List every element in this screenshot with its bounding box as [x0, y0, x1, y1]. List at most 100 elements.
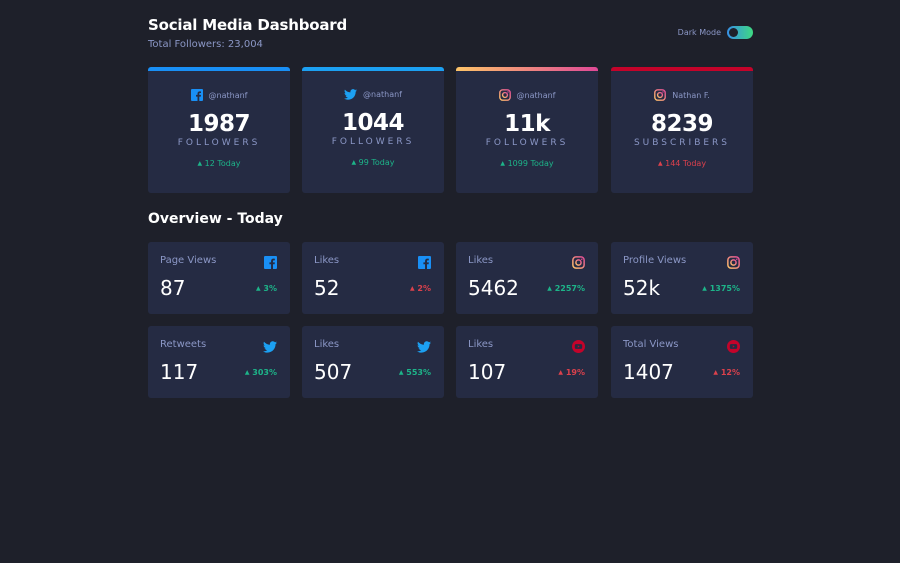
card-accent-bar [611, 67, 753, 71]
today-change: ▲ 144 Today [611, 159, 753, 168]
overview-card-page-views[interactable]: Page Views 87 ▲ 3% [148, 242, 290, 314]
change-text: 12% [720, 368, 740, 377]
overview-card-total-views[interactable]: Total Views 1407 ▲ 12% [611, 326, 753, 398]
count-unit: FOLLOWERS [177, 138, 261, 148]
follower-count: 1987 [187, 111, 251, 137]
card-accent-bar [456, 67, 598, 71]
facebook-icon [418, 254, 431, 273]
card-accent-bar [148, 67, 290, 71]
overview-value: 107 [468, 360, 507, 384]
twitter-icon [263, 338, 277, 357]
card-handle: @nathanf [302, 89, 444, 100]
count-unit: SUBSCRIBERS [633, 138, 731, 148]
change-text: 1375% [709, 284, 740, 293]
overview-change: ▲ 2% [410, 284, 431, 293]
facebook-followers-card[interactable]: @nathanf 1987 FOLLOWERS ▲ 12 Today [148, 67, 290, 193]
up-arrow-icon: ▲ [500, 160, 506, 167]
card-accent-bar [302, 67, 444, 71]
card-handle: Nathan F. [611, 89, 753, 101]
overview-change: ▲ 303% [245, 368, 277, 377]
overview-change: ▲ 553% [399, 368, 431, 377]
overview-value: 52k [623, 276, 661, 300]
dashboard-header: Social Media Dashboard Total Followers: … [148, 16, 753, 52]
dark-mode-control: Dark Mode [678, 26, 753, 39]
overview-card-youtube-likes[interactable]: Likes 107 ▲ 19% [456, 326, 598, 398]
overview-label: Likes [314, 255, 340, 266]
today-text: 144 Today [665, 159, 707, 168]
page-title: Social Media Dashboard [148, 16, 348, 34]
overview-value: 117 [160, 360, 199, 384]
youtube-icon [727, 338, 740, 357]
change-text: 19% [565, 368, 585, 377]
twitter-icon [344, 89, 358, 100]
dark-mode-toggle[interactable] [727, 26, 753, 39]
overview-change: ▲ 2257% [547, 284, 585, 293]
card-handle: @nathanf [456, 89, 598, 101]
dark-mode-label: Dark Mode [677, 28, 721, 37]
today-text: 99 Today [358, 158, 395, 167]
up-arrow-icon: ▲ [657, 160, 663, 167]
youtube-icon [572, 338, 585, 357]
overview-value: 87 [160, 276, 186, 300]
up-arrow-icon: ▲ [244, 369, 250, 376]
overview-label: Likes [468, 255, 494, 266]
today-change: ▲ 1099 Today [456, 159, 598, 168]
handle-text: Nathan F. [672, 90, 710, 100]
follower-count: 11k [504, 111, 550, 137]
change-text: 2257% [554, 284, 585, 293]
facebook-icon [264, 254, 277, 273]
twitter-followers-card[interactable]: @nathanf 1044 FOLLOWERS ▲ 99 Today [302, 67, 444, 193]
up-arrow-icon: ▲ [409, 285, 415, 292]
overview-change: ▲ 3% [256, 284, 277, 293]
today-text: 1099 Today [507, 159, 554, 168]
overview-label: Total Views [623, 339, 679, 350]
overview-card-retweets[interactable]: Retweets 117 ▲ 303% [148, 326, 290, 398]
today-change: ▲ 99 Today [302, 158, 444, 167]
overview-label: Profile Views [623, 255, 687, 266]
overview-card-facebook-likes[interactable]: Likes 52 ▲ 2% [302, 242, 444, 314]
total-followers: Total Followers: 23,004 [148, 39, 263, 50]
change-text: 303% [252, 368, 277, 377]
overview-value: 5462 [468, 276, 519, 300]
up-arrow-icon: ▲ [558, 369, 564, 376]
overview-label: Page Views [160, 255, 217, 266]
up-arrow-icon: ▲ [713, 369, 719, 376]
overview-value: 507 [314, 360, 353, 384]
instagram-icon [498, 89, 511, 101]
up-arrow-icon: ▲ [351, 159, 357, 166]
subscriber-count: 8239 [650, 111, 714, 137]
overview-value: 1407 [623, 360, 674, 384]
change-text: 3% [263, 284, 277, 293]
change-text: 553% [406, 368, 431, 377]
youtube-subscribers-card[interactable]: Nathan F. 8239 SUBSCRIBERS ▲ 144 Today [611, 67, 753, 193]
up-arrow-icon: ▲ [197, 160, 203, 167]
overview-title: Overview - Today [148, 211, 283, 227]
overview-value: 52 [314, 276, 340, 300]
overview-label: Retweets [160, 339, 207, 350]
instagram-icon [727, 254, 740, 273]
up-arrow-icon: ▲ [255, 285, 261, 292]
handle-text: @nathanf [208, 90, 248, 100]
handle-text: @nathanf [363, 90, 402, 99]
handle-text: @nathanf [516, 90, 556, 100]
overview-card-twitter-likes[interactable]: Likes 507 ▲ 553% [302, 326, 444, 398]
toggle-knob [729, 28, 738, 37]
instagram-followers-card[interactable]: @nathanf 11k FOLLOWERS ▲ 1099 Today [456, 67, 598, 193]
overview-card-profile-views[interactable]: Profile Views 52k ▲ 1375% [611, 242, 753, 314]
overview-change: ▲ 1375% [702, 284, 740, 293]
today-change: ▲ 12 Today [148, 159, 290, 168]
today-text: 12 Today [204, 159, 241, 168]
change-text: 2% [417, 284, 431, 293]
twitter-icon [417, 338, 431, 357]
up-arrow-icon: ▲ [398, 369, 404, 376]
overview-change: ▲ 12% [713, 368, 740, 377]
overview-label: Likes [468, 339, 494, 350]
count-unit: FOLLOWERS [485, 138, 569, 148]
card-handle: @nathanf [148, 89, 290, 101]
overview-label: Likes [314, 339, 340, 350]
count-unit: FOLLOWERS [331, 137, 415, 147]
overview-card-instagram-likes[interactable]: Likes 5462 ▲ 2257% [456, 242, 598, 314]
follower-count: 1044 [341, 110, 405, 136]
overview-change: ▲ 19% [558, 368, 585, 377]
instagram-icon [572, 254, 585, 273]
